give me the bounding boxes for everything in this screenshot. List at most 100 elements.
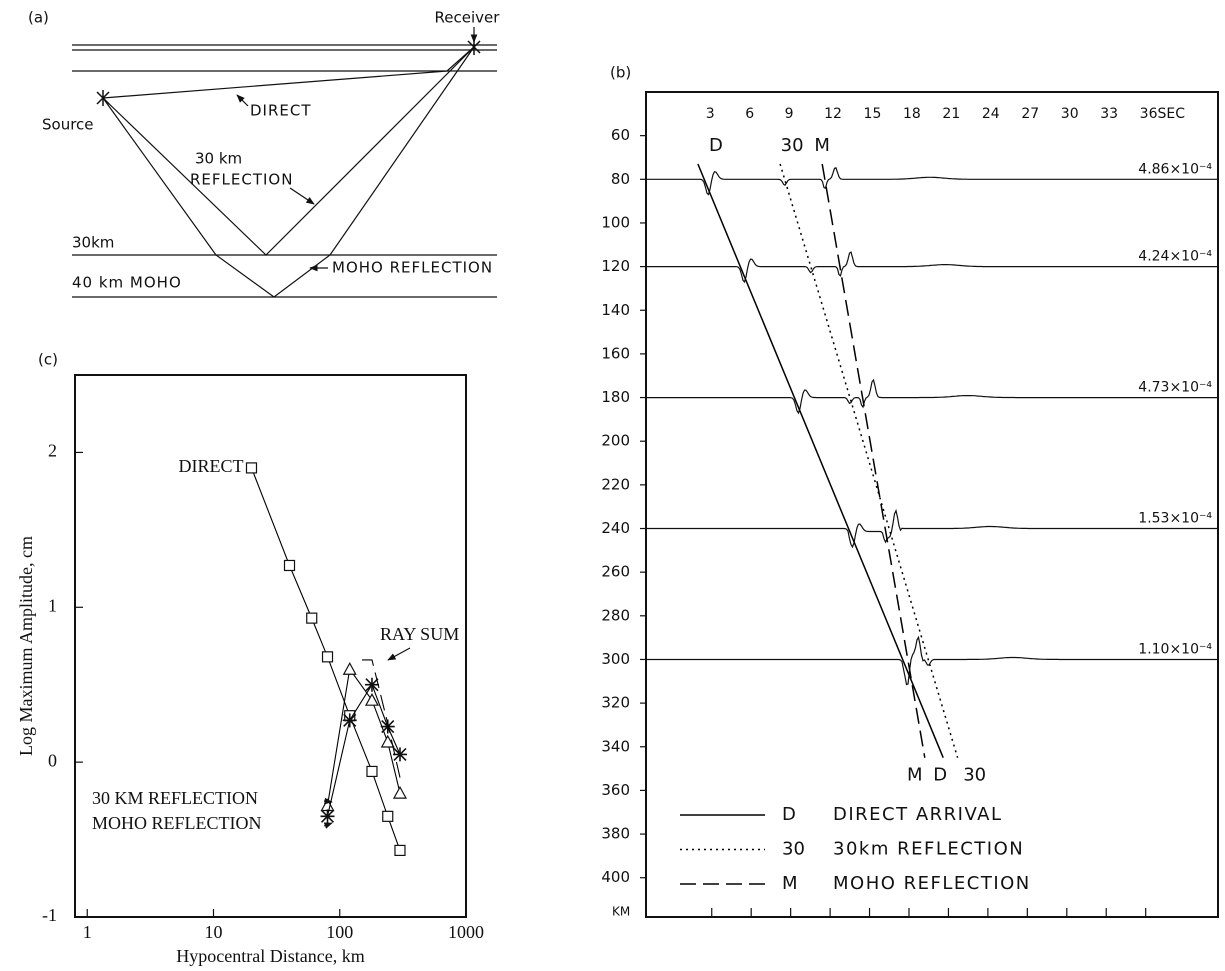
arrow [289,187,315,205]
moho-reflection-label: MOHO REFLECTION [332,259,493,277]
series-label: MOHO REFLECTION [92,813,262,833]
y-tick-label: 400 [601,868,630,886]
plot-frame [74,374,467,918]
line-label: M [814,135,830,156]
panel-b: (b) KM 3 6 9 12 15 18 21 24 27 30 33 36SEC 60 80 100 120 1… [601,64,1219,919]
trace-amplitude: 1.10×10⁻⁴ [1138,641,1212,657]
series-label: DIRECT [178,456,243,476]
marker [392,747,407,762]
y-axis-label: KM [612,905,630,919]
trace [647,508,1217,549]
label-arrow [387,647,411,661]
x-tick-label: 6 [745,106,754,122]
marker [364,692,379,706]
marker [342,713,357,728]
y-tick-label: 60 [611,126,630,144]
source-marker [96,90,110,106]
y-tick-label: -1 [42,905,57,925]
line-label: 30 [963,765,986,786]
receiver-label: Receiver [435,9,501,27]
x-tick-label: 24 [982,106,1000,122]
y-tick-label: 340 [601,737,630,755]
x-tick-label: 1000 [448,922,484,942]
trace-amplitude: 4.73×10⁻⁴ [1138,380,1212,396]
y-tick-label: 2 [48,441,57,461]
series-line [250,467,401,851]
y-tick-label: 220 [601,475,630,493]
marker [394,844,406,857]
trace [647,378,1217,415]
legend-name: 30 [782,839,805,860]
source-label: Source [42,116,94,134]
marker [320,809,335,824]
y-tick-label: 1 [48,595,57,615]
marker [380,719,395,734]
depth-label: 30km [72,234,114,252]
y-tick-label: 200 [601,432,630,450]
trace-amplitude: 1.53×10⁻⁴ [1138,511,1212,527]
x-tick-label: 36SEC [1140,106,1186,122]
arrival-line [779,163,959,758]
y-tick-label: 320 [601,694,630,712]
y-tick-label: 120 [601,257,630,275]
panel-label: (c) [38,351,58,369]
x-tick-label: 15 [864,106,882,122]
panel-a: (a) Receiver Source DIRECT 30 km REFLECT… [28,9,500,298]
line-label: D [933,765,947,786]
arrow [236,94,249,107]
y-tick-label: 360 [601,781,630,799]
y-tick-label: 300 [601,650,630,668]
panel-label: (a) [28,9,49,27]
x-tick-label: 100 [326,922,353,942]
legend-label: MOHO REFLECTION [833,873,1031,894]
x-tick-label: 9 [785,106,794,122]
series-label: 30 KM REFLECTION [92,788,258,808]
series-label: RAY SUM [380,624,459,644]
trace-amplitude: 4.24×10⁻⁴ [1138,249,1212,265]
legend-name: D [782,804,796,825]
reflection-depth: 30 km [195,150,242,168]
trace [647,635,1217,686]
x-tick-label: 1 [83,922,92,942]
y-tick-label: 260 [601,563,630,581]
plot-frame [645,91,1219,918]
marker [342,661,357,675]
legend-name: M [782,873,798,894]
y-tick-label: 100 [601,213,630,231]
reflection-label: REFLECTION [190,171,293,189]
trace [647,167,1217,196]
x-tick-label: 21 [942,106,960,122]
panel-c: (c) Hypocentral Distance, km Log Maximum A… [16,351,484,967]
y-tick-label: 0 [48,750,57,770]
x-axis-label: Hypocentral Distance, km [176,946,364,966]
x-tick-label: 18 [903,106,921,122]
marker [306,612,318,624]
reflection-ray [102,46,475,256]
arrival-line [821,163,926,758]
marker [364,677,379,692]
panel-label: (b) [610,64,631,82]
y-tick-label: 240 [601,519,630,537]
y-tick-label: 80 [611,170,630,188]
trace [647,251,1217,284]
arrival-line [697,163,944,758]
line-label: M [907,765,923,786]
y-axis-label: Log Maximum Amplitude, cm [16,536,36,756]
marker [382,810,394,822]
y-tick-label: 380 [601,825,630,843]
marker [321,651,334,663]
marker [380,734,395,748]
label-arrow [323,822,333,829]
x-tick-label: 3 [706,106,715,122]
legend-label: 30km REFLECTION [833,839,1024,860]
direct-label: DIRECT [250,102,312,120]
y-tick-label: 140 [601,301,630,319]
marker [283,559,296,572]
x-tick-label: 30 [1061,106,1079,122]
y-tick-label: 180 [601,388,630,406]
y-tick-label: 280 [601,606,630,624]
moho-ray [102,46,475,298]
series-line [362,659,401,778]
x-tick-label: 27 [1021,106,1039,122]
